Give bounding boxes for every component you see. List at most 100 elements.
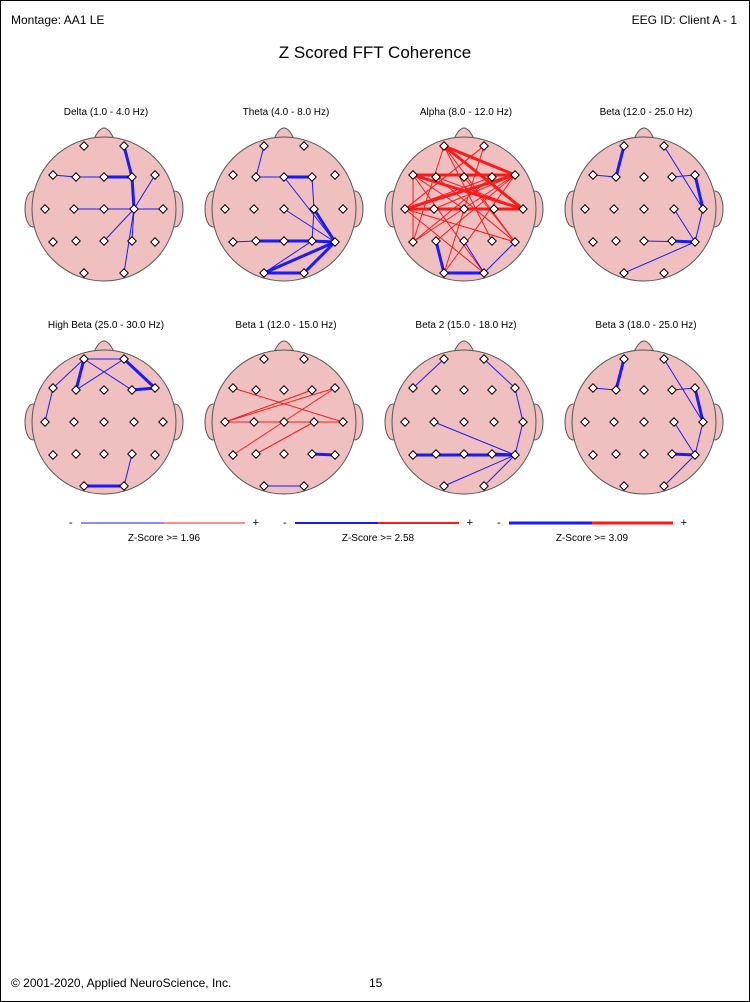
electrode-p4 — [487, 236, 497, 246]
electrode-t3 — [40, 204, 50, 214]
electrode-fp2 — [479, 141, 489, 151]
electrode-f8 — [150, 170, 160, 180]
legend-label: Z-Score >= 2.58 — [341, 533, 415, 544]
legend-plus-sign: + — [252, 517, 259, 529]
coherence-line-fp2-f8 — [483, 358, 516, 389]
coherence-line-t4-t6 — [514, 421, 524, 456]
electrode-cz — [99, 417, 109, 427]
electrode-o2 — [299, 268, 309, 278]
coherence-line-f3-t4 — [435, 176, 524, 210]
electrode-o1 — [439, 481, 449, 491]
topomap-title: Beta 3 (18.0 - 25.0 Hz) — [595, 320, 697, 331]
electrode-cz — [639, 204, 649, 214]
electrode-p4 — [487, 449, 497, 459]
coherence-line-fp1-f4 — [83, 358, 133, 391]
coherence-line-o2-t6 — [483, 241, 516, 274]
electrode-f7 — [48, 170, 58, 180]
coherence-line-o1-p4 — [263, 240, 313, 274]
electrode-f7 — [228, 170, 238, 180]
electrode-cz — [99, 204, 109, 214]
topomap-svg — [204, 127, 364, 282]
electrode-t6 — [150, 237, 160, 247]
electrode-p3 — [251, 449, 261, 459]
coherence-line-fp2-f4 — [122, 145, 134, 178]
coherence-line-f7-t4 — [412, 173, 524, 211]
topomap-alpha: Alpha (8.0 - 12.0 Hz) — [381, 107, 551, 307]
electrode-f7 — [408, 170, 418, 180]
topomap-title: Beta 1 (12.0 - 15.0 Hz) — [235, 320, 337, 331]
electrode-c4 — [309, 204, 319, 214]
electrode-pz — [99, 449, 109, 459]
topomap-svg — [24, 340, 184, 495]
electrode-fp2 — [299, 141, 309, 151]
legend-minus-sign: - — [69, 517, 73, 529]
electrode-o2 — [659, 268, 669, 278]
coherence-line-f7-t4 — [232, 387, 344, 423]
coherence-line-fp2-t3 — [404, 145, 485, 210]
electrode-fp2 — [659, 354, 669, 364]
coherence-line-o2-t6 — [483, 454, 516, 487]
topomap-theta: Theta (4.0 - 8.0 Hz) — [201, 107, 371, 307]
electrode-f4 — [127, 172, 137, 182]
legend-label: Z-Score >= 1.96 — [127, 533, 201, 544]
electrode-t4 — [518, 417, 528, 427]
coherence-line-fp1-f3 — [614, 358, 626, 391]
electrode-fp1 — [79, 141, 89, 151]
electrode-t5 — [228, 450, 238, 460]
electrode-c4 — [489, 417, 499, 427]
electrode-o2 — [299, 481, 309, 491]
coherence-line-p3-f8 — [435, 174, 516, 242]
electrode-t4 — [338, 417, 348, 427]
electrode-c4 — [669, 204, 679, 214]
electrode-f4 — [667, 385, 677, 395]
electrode-t3 — [400, 417, 410, 427]
coherence-line-c4-p4 — [311, 208, 315, 242]
electrode-f7 — [48, 383, 58, 393]
topomap-title: Beta (12.0 - 25.0 Hz) — [599, 107, 693, 118]
electrode-t3 — [400, 204, 410, 214]
coherence-line-o1-t6 — [623, 241, 696, 274]
electrode-t6 — [150, 450, 160, 460]
electrode-o1 — [259, 481, 269, 491]
coherence-line-fp1-t6 — [443, 145, 516, 243]
coherence-line-t3-o2 — [404, 208, 485, 274]
coherence-line-f7-cz — [412, 174, 465, 210]
electrode-t3 — [40, 417, 50, 427]
electrode-f8 — [510, 170, 520, 180]
electrode-t5 — [408, 450, 418, 460]
coherence-line-o2-t6 — [663, 454, 696, 487]
coherence-line-p3-c4 — [255, 421, 315, 455]
electrode-fz — [459, 172, 469, 182]
electrode-pz — [639, 449, 649, 459]
electrode-f3 — [251, 172, 261, 182]
coherence-line-fp1-t4 — [443, 144, 524, 211]
eeg-id-label: EEG ID: Client A - 1 — [631, 13, 737, 27]
electrode-fz — [459, 385, 469, 395]
electrode-p3 — [251, 236, 261, 246]
electrode-t6 — [330, 450, 340, 460]
electrode-fz — [279, 172, 289, 182]
electrode-t5 — [588, 237, 598, 247]
legend-bar-svg — [81, 522, 245, 524]
coherence-line-o1-t6 — [443, 454, 516, 487]
electrode-f8 — [150, 383, 160, 393]
topomap-title: Theta (4.0 - 8.0 Hz) — [242, 107, 330, 118]
electrode-pz — [639, 236, 649, 246]
electrode-t3 — [220, 417, 230, 427]
electrode-f3 — [431, 385, 441, 395]
topomap-svg — [384, 127, 544, 282]
coherence-line-fp1-t5 — [412, 145, 445, 243]
electrode-fz — [279, 385, 289, 395]
electrode-c3 — [69, 417, 79, 427]
electrode-f4 — [127, 385, 137, 395]
electrode-c3 — [609, 204, 619, 214]
topomap-delta: Delta (1.0 - 4.0 Hz) — [21, 107, 191, 307]
electrode-fp1 — [439, 354, 449, 364]
electrode-fp1 — [79, 354, 89, 364]
electrode-t4 — [158, 204, 168, 214]
electrode-p4 — [127, 236, 137, 246]
electrode-t6 — [510, 237, 520, 247]
electrode-f3 — [611, 172, 621, 182]
electrode-p3 — [71, 449, 81, 459]
electrode-f7 — [588, 170, 598, 180]
